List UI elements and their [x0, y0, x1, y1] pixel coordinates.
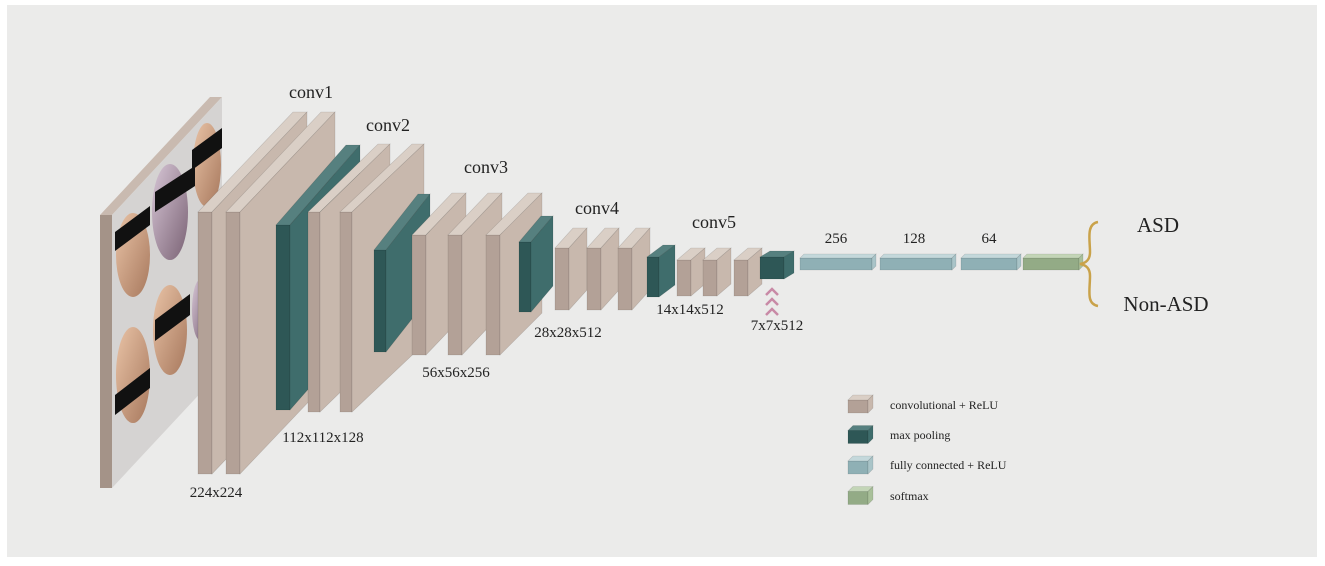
- layer-box: [960, 253, 1022, 271]
- layer-label: conv4: [575, 198, 619, 218]
- box-face: [847, 430, 869, 444]
- layer-box: [646, 244, 676, 298]
- dimension-label: 224x224: [190, 485, 243, 501]
- layer-box: [702, 247, 732, 297]
- layer-box: [879, 253, 957, 271]
- legend-swatch: [847, 424, 874, 445]
- dimension-label: 14x14x512: [656, 302, 724, 318]
- box-face: [275, 224, 291, 411]
- fc-size-label: 64: [982, 231, 998, 247]
- box-face: [646, 256, 660, 298]
- box-face: [951, 253, 957, 271]
- legend-label: fully connected + ReLU: [890, 458, 1007, 472]
- dimension-label: 112x112x128: [282, 430, 363, 446]
- box-face: [586, 247, 602, 311]
- flatten-arrows: [765, 287, 779, 316]
- box-face: [225, 211, 241, 475]
- layer-box: [1022, 253, 1084, 271]
- box-face: [867, 424, 874, 445]
- input-image: [100, 97, 222, 488]
- output-brace: [1079, 220, 1099, 308]
- box-face: [867, 455, 874, 475]
- box-face: [373, 249, 387, 353]
- box-face: [530, 215, 554, 313]
- layer-label: conv1: [289, 82, 333, 102]
- box-face: [307, 211, 321, 413]
- box-face: [554, 247, 570, 311]
- layer-box: [518, 215, 554, 313]
- box-face: [716, 247, 732, 297]
- box-face: [1016, 253, 1022, 271]
- box-face: [847, 460, 869, 475]
- box-face: [485, 234, 501, 356]
- box-face: [197, 211, 213, 475]
- dimension-label: 28x28x512: [534, 325, 602, 341]
- legend-label: convolutional + ReLU: [890, 398, 998, 412]
- box-face: [411, 234, 427, 356]
- output-label: ASD: [1137, 213, 1179, 237]
- box-face: [733, 259, 749, 297]
- box-face: [960, 253, 1022, 259]
- dimension-label: 7x7x512: [751, 318, 804, 334]
- dimension-label: 56x56x256: [422, 365, 490, 381]
- layer-box: [617, 227, 651, 311]
- box-face: [879, 253, 957, 259]
- legend-label: max pooling: [890, 428, 950, 442]
- layer-box: [758, 250, 796, 280]
- box-face: [871, 253, 877, 271]
- box-face: [658, 244, 676, 298]
- legend-label: softmax: [890, 489, 929, 503]
- legend-swatch: [847, 485, 874, 506]
- box-face: [759, 256, 785, 280]
- box-face: [518, 241, 532, 313]
- box-face: [676, 259, 692, 297]
- box-face: [867, 485, 874, 506]
- box-face: [617, 247, 633, 311]
- box-face: [799, 257, 873, 271]
- box-face: [867, 394, 874, 414]
- layer-box: [799, 253, 877, 271]
- legend-swatch: [847, 394, 874, 414]
- box-face: [799, 253, 877, 259]
- layer-box: [586, 227, 620, 311]
- box-face: [847, 491, 869, 505]
- layer-label: conv3: [464, 157, 508, 177]
- box-face: [783, 250, 795, 280]
- box-face: [1022, 257, 1080, 271]
- fc-size-label: 256: [825, 231, 848, 247]
- box-face: [747, 247, 763, 297]
- layer-label: conv2: [366, 115, 410, 135]
- box-face: [339, 211, 353, 413]
- layer-box: [733, 247, 763, 297]
- layer-label: conv5: [692, 212, 736, 232]
- output-label: Non-ASD: [1123, 292, 1208, 316]
- box-face: [960, 257, 1018, 271]
- box-face: [847, 399, 869, 414]
- box-face: [702, 259, 718, 297]
- box-face: [1022, 253, 1084, 259]
- box-face: [879, 257, 953, 271]
- box-face: [447, 234, 463, 356]
- fc-size-label: 128: [903, 231, 926, 247]
- legend-swatch: [847, 455, 874, 475]
